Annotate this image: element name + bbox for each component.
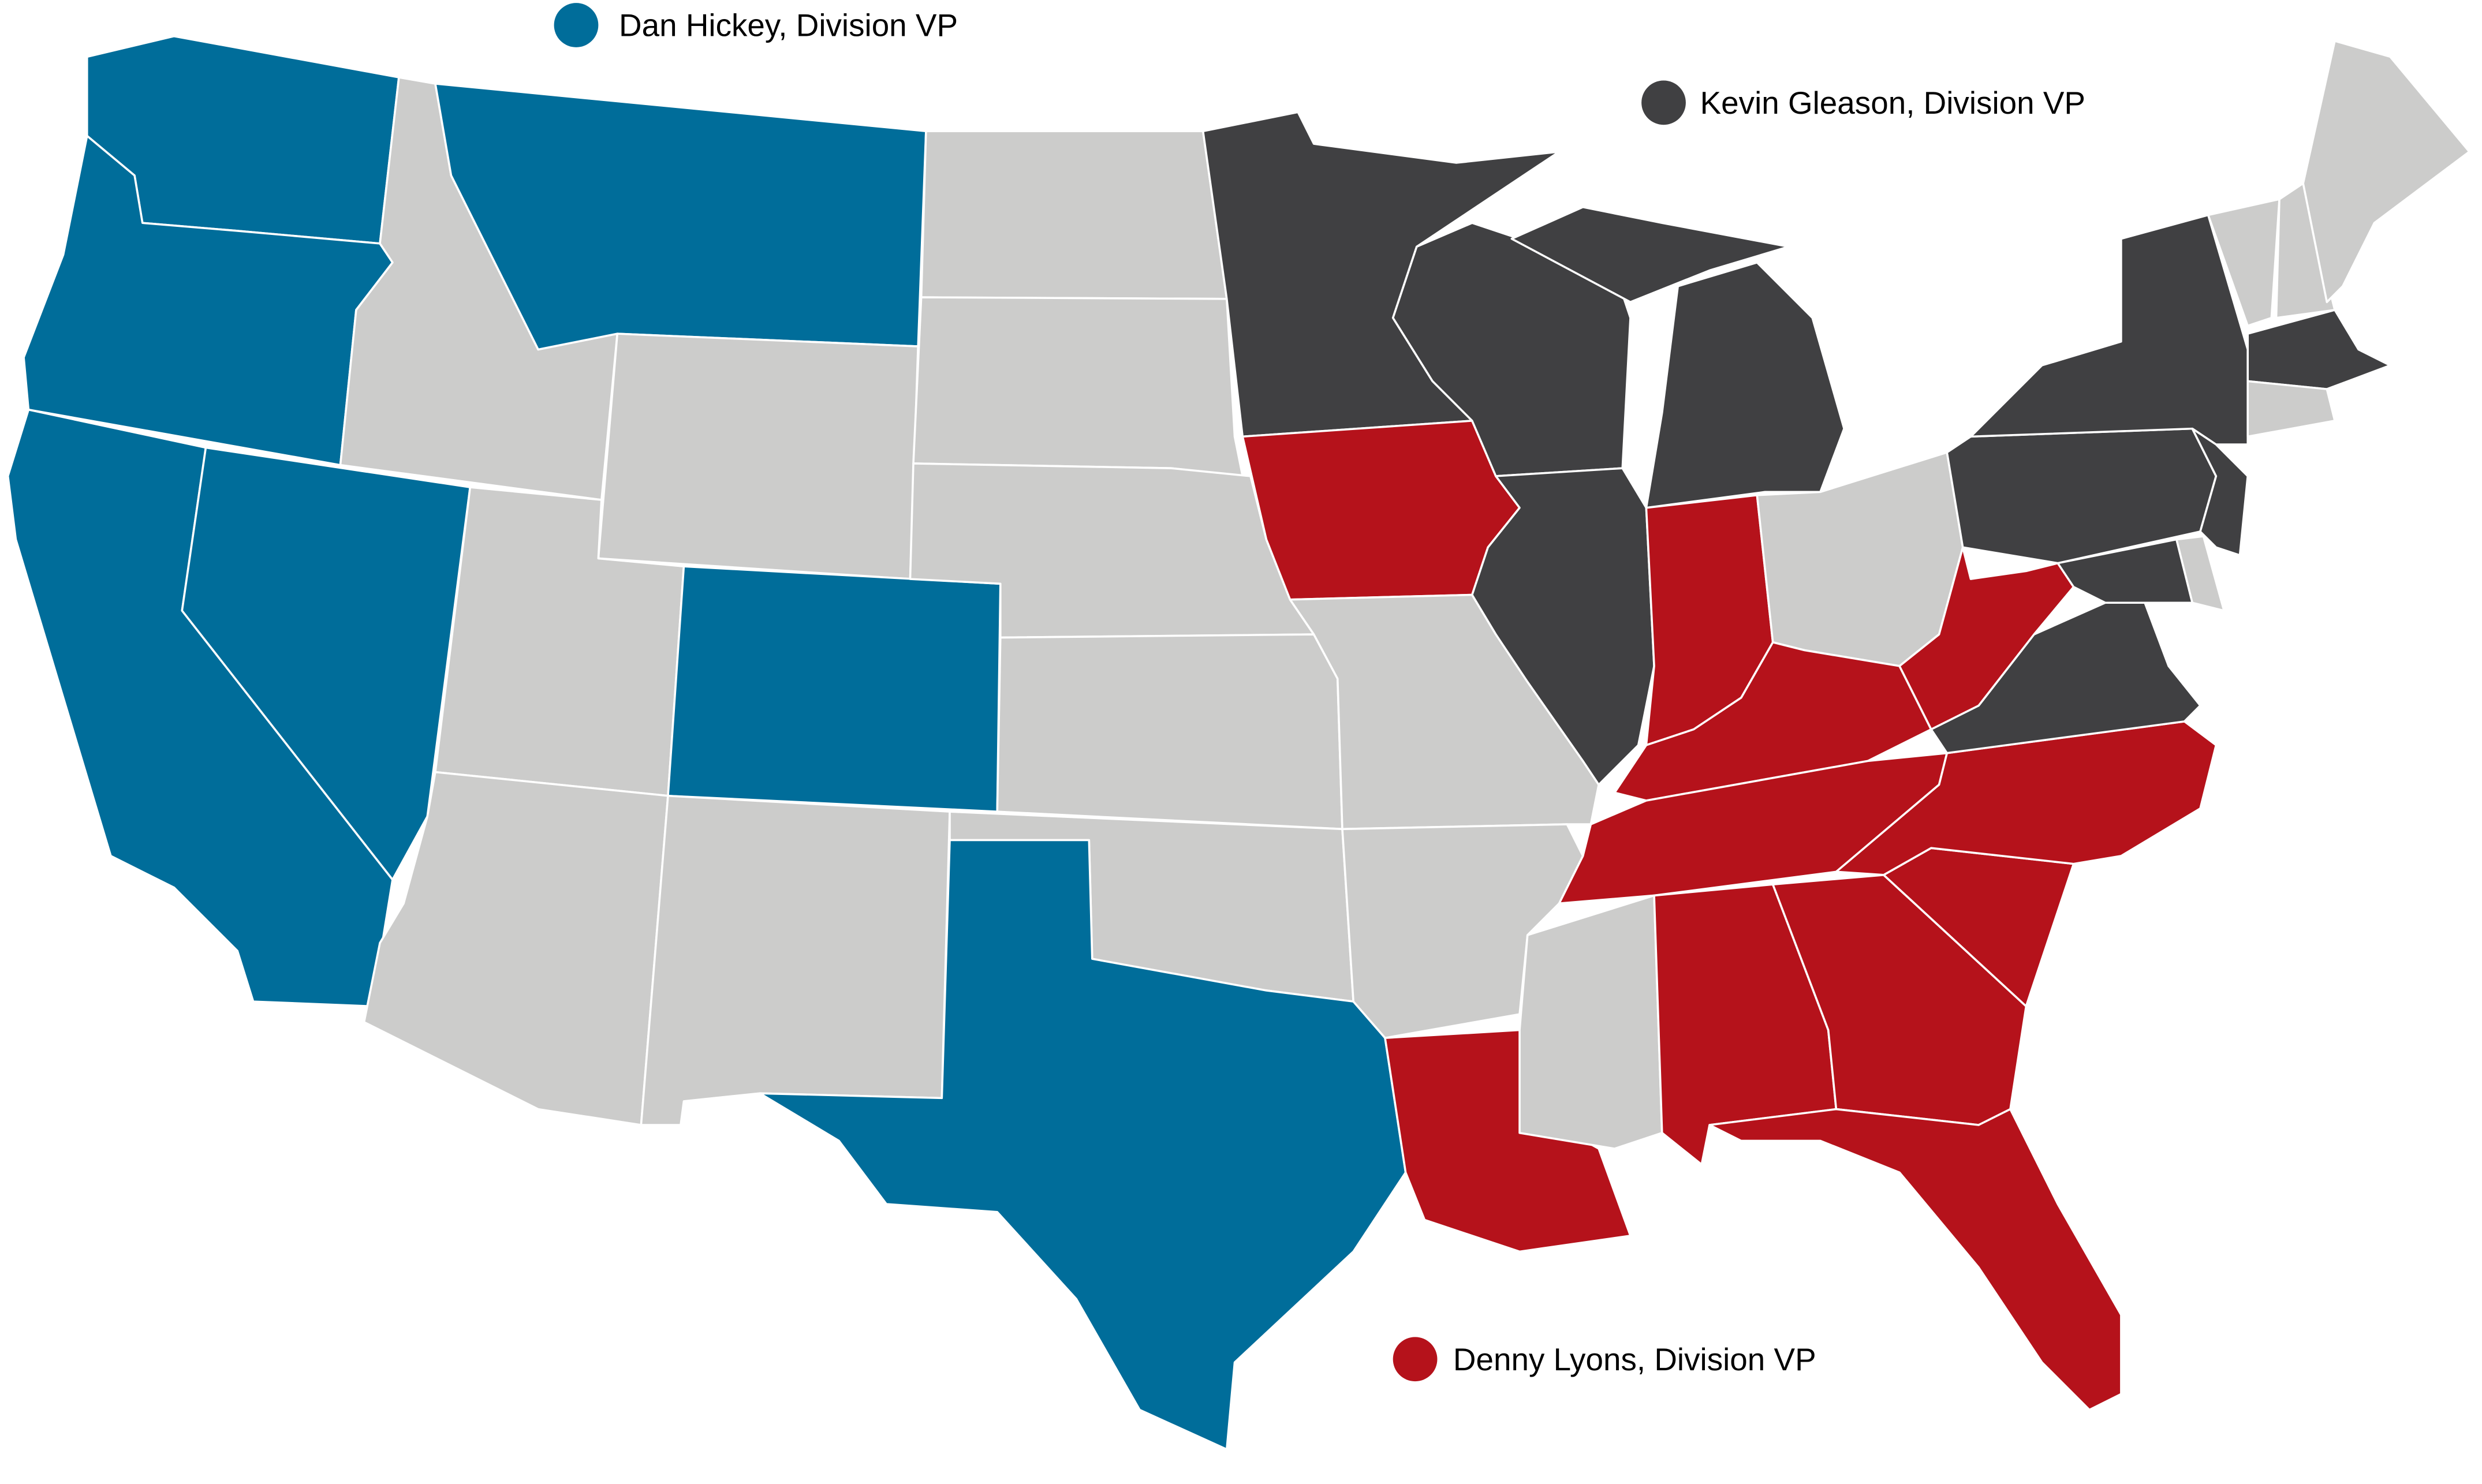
legend-kevin-gleason: Kevin Gleason, Division VP (1641, 80, 2085, 125)
legend-marker-north (1641, 80, 1686, 125)
state-mi-up (1510, 206, 1790, 304)
state-nm (640, 794, 951, 1126)
state-tx (759, 839, 1407, 1451)
legend-dan-hickey: Dan Hickey, Division VP (554, 3, 958, 47)
legend-label-south: Denny Lyons, Division VP (1453, 1341, 1816, 1377)
state-me (2302, 40, 2470, 304)
state-nd (920, 130, 1228, 300)
state-ms (1518, 894, 1663, 1150)
state-ks (996, 633, 1343, 831)
state-ma (2246, 309, 2391, 390)
legend-label-west: Dan Hickey, Division VP (619, 8, 958, 43)
state-mi (1645, 261, 1845, 509)
state-nj (2191, 427, 2249, 556)
state-ia (1241, 420, 1521, 601)
state-vt (2207, 198, 2281, 327)
state-ct (2246, 380, 2336, 438)
state-ny (1969, 214, 2249, 446)
state-co (667, 565, 1002, 813)
legend-marker-south (1393, 1337, 1438, 1382)
states-layer (6, 35, 2470, 1451)
state-nc (1835, 720, 2218, 876)
state-nv (181, 446, 472, 881)
legend-denny-lyons: Denny Lyons, Division VP (1393, 1337, 1816, 1382)
legend-marker-west (554, 3, 599, 47)
legend-label-north: Kevin Gleason, Division VP (1700, 85, 2085, 121)
state-wy (597, 332, 919, 580)
state-sd (912, 296, 1244, 477)
state-fl (1708, 1108, 2122, 1411)
state-de (2175, 535, 2225, 612)
